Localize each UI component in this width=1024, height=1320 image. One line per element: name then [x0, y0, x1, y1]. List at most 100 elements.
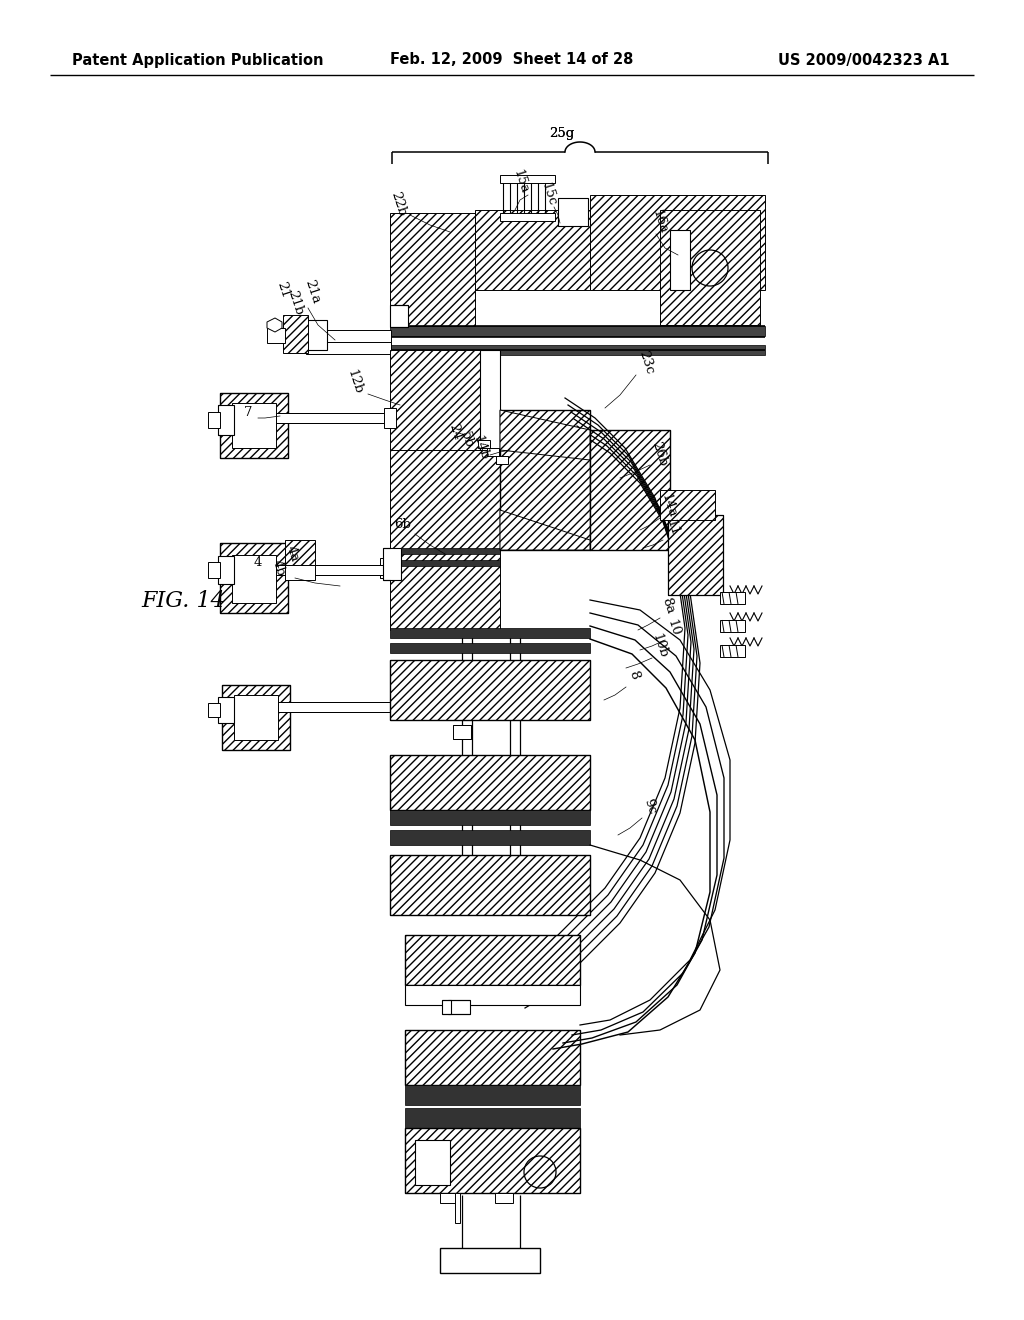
- Bar: [276, 565, 391, 576]
- Bar: [720, 645, 745, 657]
- Text: 15c: 15c: [538, 181, 558, 207]
- Bar: [220, 543, 288, 612]
- Bar: [390, 350, 480, 450]
- Text: 14a: 14a: [659, 492, 679, 520]
- Bar: [440, 1247, 540, 1272]
- Bar: [660, 210, 760, 325]
- Text: 8a: 8a: [659, 597, 677, 616]
- Text: 14b: 14b: [471, 434, 492, 462]
- Bar: [222, 685, 290, 750]
- Bar: [478, 440, 490, 447]
- Bar: [390, 755, 590, 810]
- Bar: [380, 558, 392, 578]
- Bar: [306, 342, 391, 354]
- Bar: [232, 554, 276, 603]
- Bar: [276, 413, 388, 422]
- Bar: [385, 560, 397, 579]
- Bar: [406, 1030, 580, 1085]
- Bar: [668, 515, 723, 595]
- Bar: [406, 1129, 580, 1193]
- Bar: [278, 702, 438, 711]
- Text: 21a: 21a: [302, 279, 322, 306]
- Bar: [406, 985, 580, 1005]
- Text: 4a: 4a: [284, 544, 301, 564]
- Bar: [285, 565, 315, 579]
- Bar: [406, 1107, 580, 1129]
- Polygon shape: [267, 318, 282, 333]
- Bar: [390, 660, 590, 719]
- Bar: [222, 685, 290, 750]
- Bar: [384, 408, 396, 428]
- Bar: [487, 447, 499, 455]
- Bar: [500, 411, 590, 550]
- Bar: [670, 230, 690, 290]
- Bar: [480, 350, 500, 450]
- Bar: [208, 412, 220, 428]
- Text: 21b: 21b: [285, 289, 305, 317]
- Bar: [285, 540, 315, 565]
- Bar: [220, 393, 288, 458]
- Bar: [283, 315, 308, 352]
- Bar: [455, 1193, 460, 1224]
- Text: 22b: 22b: [388, 190, 408, 218]
- Bar: [232, 403, 276, 447]
- Bar: [220, 393, 288, 458]
- Bar: [383, 548, 401, 579]
- Bar: [390, 213, 475, 326]
- Bar: [449, 1001, 470, 1014]
- Bar: [390, 755, 590, 810]
- Text: 25g: 25g: [549, 127, 574, 140]
- Bar: [390, 810, 590, 825]
- Bar: [390, 560, 500, 566]
- Text: FIG. 14: FIG. 14: [141, 590, 225, 612]
- Text: 10: 10: [665, 618, 682, 638]
- Bar: [406, 1085, 580, 1105]
- Text: 4: 4: [254, 556, 262, 569]
- Text: 10b: 10b: [650, 632, 670, 660]
- Bar: [220, 543, 288, 612]
- Bar: [390, 660, 590, 719]
- Bar: [500, 411, 590, 550]
- Bar: [390, 643, 590, 653]
- Bar: [406, 1030, 580, 1085]
- Bar: [495, 1193, 513, 1203]
- Bar: [558, 198, 588, 226]
- Bar: [390, 855, 590, 915]
- Bar: [390, 830, 590, 845]
- Text: 16a: 16a: [650, 209, 670, 236]
- Text: 12b: 12b: [345, 368, 366, 396]
- Bar: [390, 548, 500, 554]
- Text: US 2009/0042323 A1: US 2009/0042323 A1: [778, 53, 950, 67]
- Bar: [500, 213, 555, 220]
- Bar: [590, 195, 765, 290]
- Text: 9c: 9c: [641, 796, 658, 816]
- Text: 8: 8: [627, 669, 641, 681]
- Text: 24: 24: [446, 422, 464, 442]
- Bar: [496, 455, 508, 465]
- Polygon shape: [500, 510, 590, 550]
- Bar: [406, 935, 580, 985]
- Bar: [208, 704, 220, 717]
- Text: 26b: 26b: [649, 440, 669, 469]
- Bar: [720, 620, 745, 632]
- Text: 5b: 5b: [458, 430, 476, 450]
- Bar: [453, 725, 471, 739]
- Bar: [442, 1001, 451, 1014]
- Bar: [406, 1129, 580, 1193]
- Bar: [406, 935, 580, 985]
- Bar: [390, 550, 500, 630]
- Text: 15a: 15a: [511, 168, 531, 195]
- Bar: [590, 430, 670, 550]
- Bar: [415, 1140, 450, 1185]
- Text: 21: 21: [274, 280, 292, 300]
- Text: 6b: 6b: [394, 517, 412, 531]
- Text: 23c: 23c: [636, 348, 656, 376]
- Text: 11: 11: [664, 517, 681, 539]
- Text: 4b: 4b: [269, 558, 287, 578]
- Text: Feb. 12, 2009  Sheet 14 of 28: Feb. 12, 2009 Sheet 14 of 28: [390, 53, 634, 67]
- Bar: [218, 405, 234, 436]
- Bar: [234, 696, 278, 741]
- Bar: [390, 855, 590, 915]
- Bar: [306, 330, 391, 342]
- Bar: [660, 490, 715, 520]
